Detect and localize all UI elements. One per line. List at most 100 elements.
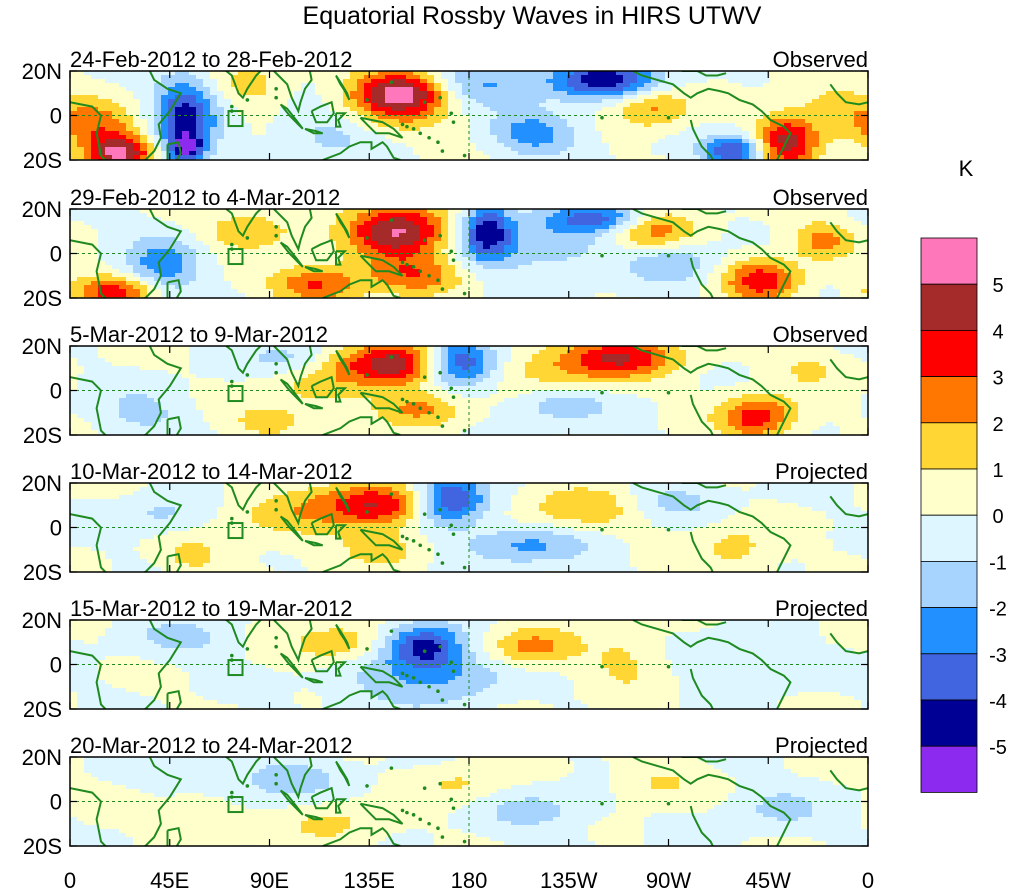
field-cell <box>707 257 715 262</box>
field-cell <box>168 139 176 144</box>
field-cell <box>406 131 414 136</box>
field-cell <box>70 155 78 160</box>
field-cell <box>560 213 568 218</box>
field-cell <box>525 143 533 148</box>
field-cell <box>609 111 617 116</box>
field-cell <box>217 225 225 230</box>
field-cell <box>140 127 148 132</box>
field-cell <box>616 71 624 76</box>
field-cell <box>490 217 498 222</box>
field-cell <box>483 111 491 116</box>
field-cell <box>259 99 267 104</box>
field-cell <box>420 155 428 160</box>
field-cell <box>574 225 582 230</box>
field-cell <box>749 249 757 254</box>
field-cell <box>231 135 239 140</box>
field-cell <box>462 249 470 254</box>
field-cell <box>700 273 708 278</box>
field-cell <box>441 147 449 152</box>
field-cell <box>700 225 708 230</box>
field-cell <box>287 155 295 160</box>
field-cell <box>182 99 190 104</box>
field-cell <box>343 261 351 266</box>
field-cell <box>518 107 526 112</box>
field-cell <box>378 225 386 230</box>
field-cell <box>637 99 645 104</box>
field-cell <box>252 285 260 290</box>
field-cell <box>602 95 610 100</box>
field-cell <box>504 99 512 104</box>
field-cell <box>77 119 85 124</box>
field-cell <box>126 107 134 112</box>
field-cell <box>623 281 631 286</box>
field-cell <box>672 257 680 262</box>
field-cell <box>364 71 372 76</box>
field-cell <box>805 135 813 140</box>
field-cell <box>644 245 652 250</box>
field-cell <box>728 91 736 96</box>
field-cell <box>539 281 547 286</box>
field-cell <box>840 103 848 108</box>
field-cell <box>476 209 484 214</box>
field-cell <box>469 221 477 226</box>
field-cell <box>350 103 358 108</box>
field-cell <box>399 233 407 238</box>
field-cell <box>539 71 547 76</box>
field-cell <box>140 269 148 274</box>
field-cell <box>434 79 442 84</box>
field-cell <box>707 127 715 132</box>
field-cell <box>840 91 848 96</box>
field-cell <box>567 229 575 234</box>
field-cell <box>798 249 806 254</box>
field-cell <box>364 103 372 108</box>
field-cell <box>112 147 120 152</box>
field-cell <box>798 79 806 84</box>
field-cell <box>616 253 624 258</box>
field-cell <box>504 131 512 136</box>
field-cell <box>294 253 302 258</box>
field-cell <box>385 155 393 160</box>
field-cell <box>546 147 554 152</box>
field-cell <box>511 241 519 246</box>
field-cell <box>392 277 400 282</box>
field-cell <box>700 79 708 84</box>
field-cell <box>133 229 141 234</box>
caribbean-coast <box>681 71 727 77</box>
field-cell <box>833 269 841 274</box>
field-cell <box>812 265 820 270</box>
field-cell <box>721 115 729 120</box>
field-cell <box>203 135 211 140</box>
field-cell <box>651 273 659 278</box>
field-cell <box>469 151 477 156</box>
field-cell <box>140 289 148 294</box>
field-cell <box>504 95 512 100</box>
field-cell <box>728 209 736 214</box>
field-cell <box>686 123 694 128</box>
field-cell <box>189 249 197 254</box>
field-cell <box>616 241 624 246</box>
field-cell <box>504 103 512 108</box>
field-cell <box>119 83 127 88</box>
field-cell <box>847 225 855 230</box>
field-cell <box>371 233 379 238</box>
field-cell <box>483 249 491 254</box>
field-cell <box>630 269 638 274</box>
field-cell <box>749 131 757 136</box>
field-cell <box>133 123 141 128</box>
field-cell <box>140 119 148 124</box>
field-cell <box>630 257 638 262</box>
field-cell <box>280 99 288 104</box>
field-cell <box>112 265 120 270</box>
field-cell <box>287 257 295 262</box>
field-cell <box>504 241 512 246</box>
field-cell <box>259 233 267 238</box>
field-cell <box>497 245 505 250</box>
field-cell <box>420 111 428 116</box>
field-cell <box>280 131 288 136</box>
field-cell <box>140 261 148 266</box>
field-cell <box>322 123 330 128</box>
field-cell <box>574 237 582 242</box>
field-cell <box>854 71 862 76</box>
field-cell <box>77 257 85 262</box>
